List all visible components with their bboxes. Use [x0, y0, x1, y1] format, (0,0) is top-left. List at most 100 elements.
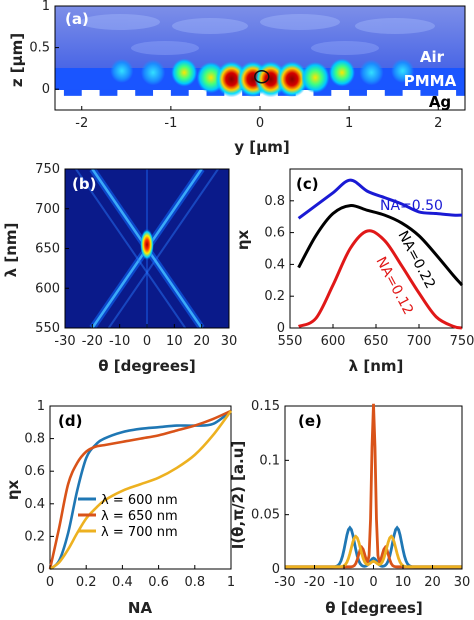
series-line-1	[297, 178, 463, 220]
grating-groove	[420, 89, 439, 96]
panel-d-ytick-label: 0.6	[24, 464, 45, 479]
panel-e-x-ticks: -30 -20 -10 0 10 20 30	[274, 565, 470, 590]
panel-d-ylabel: ηx	[4, 480, 22, 501]
panel-e-ytick-label: 0	[272, 562, 280, 577]
panel-b-ytick-label: 550	[35, 321, 60, 336]
series-line-2	[297, 204, 464, 287]
panel-b-xtick-label: 30	[221, 334, 238, 349]
panel-a-xtick-label: -1	[164, 116, 177, 131]
panel-b-ytick-label: 750	[35, 162, 60, 177]
panel-b-tag: (b)	[72, 175, 96, 193]
panel-a-xlabel: y [µm]	[234, 138, 289, 156]
panel-c-xtick-label: 600	[321, 334, 346, 349]
panel-b-xtick-label: 0	[143, 334, 151, 349]
field-hotspot	[140, 59, 166, 86]
panel-e-xtick-label: 10	[395, 575, 412, 590]
panel-e-xtick-label: 20	[424, 575, 441, 590]
panel-d-series	[48, 409, 233, 571]
legend-label-2: λ = 650 nm	[101, 509, 178, 524]
dispersion-band-secondary	[75, 169, 187, 328]
panel-b-ylabel: λ [nm]	[2, 223, 20, 278]
panel-a-ytick-label: 0.5	[29, 41, 50, 56]
dispersion-band-secondary	[107, 169, 219, 328]
field-hotspot	[276, 61, 309, 98]
panel-d: (d) λ = 600 nmλ = 650 nmλ = 700 nm 0 0.2 0…	[4, 399, 235, 617]
field-hotspot	[110, 58, 134, 83]
panel-d-xtick-label: 0.2	[76, 575, 97, 590]
panel-e-xtick-label: -30	[274, 575, 295, 590]
panel-a-xtick-label: 0	[256, 116, 264, 131]
panel-d-legend: λ = 600 nmλ = 650 nmλ = 700 nm	[78, 493, 178, 540]
panel-a-ytick-label: 1	[42, 0, 50, 14]
panel-a-tag: (a)	[65, 10, 89, 28]
panel-d-ytick-label: 0.4	[24, 497, 45, 512]
panel-d-ytick-label: 1	[37, 399, 45, 414]
panel-c-xtick-label: 650	[364, 334, 389, 349]
panel-a-xtick-label: 2	[434, 116, 442, 131]
panel-c-series	[297, 178, 464, 330]
panel-e-ytick-label: 0.1	[259, 453, 280, 468]
panel-c-frame	[289, 168, 463, 329]
panel-d-xtick-label: 0.4	[112, 575, 133, 590]
panel-e-ytick-label: 0.05	[251, 508, 280, 523]
field-hotspot	[391, 58, 415, 83]
panel-b-y-ticks: 550 600 650 700 750	[35, 162, 69, 336]
panel-d-xtick-label: 0	[46, 575, 54, 590]
series-line-3	[297, 229, 463, 330]
panel-e-y-ticks: 0 0.05 0.1 0.15	[251, 399, 289, 577]
panel-d-ytick-label: 0	[37, 562, 45, 577]
panel-c-ytick-label: 0.6	[264, 226, 285, 241]
field-hotspot	[301, 61, 330, 94]
series-line-3	[49, 410, 233, 571]
panel-b-ytick-label: 700	[35, 202, 60, 217]
panel-d-xtick-label: 0.8	[184, 575, 205, 590]
panel-b-ytick-label: 650	[35, 242, 60, 257]
grating-groove	[313, 89, 332, 96]
panel-b-xtick-label: 10	[166, 334, 183, 349]
grating-groove	[456, 89, 465, 96]
panel-a-ytick-label: 0	[42, 82, 50, 97]
panel-c-xtick-label: 550	[278, 334, 303, 349]
panel-b: (b) -30 -20 -10 0 10 20 30 550 600 650 700 750 θ […	[2, 162, 237, 375]
panel-c-tag: (c)	[296, 175, 319, 193]
grating-groove	[170, 89, 189, 96]
panel-e-ylabel: I(θ,π/2) [a.u]	[229, 441, 247, 550]
panel-c-ytick-label: 0.4	[264, 257, 285, 272]
grating-groove	[63, 89, 82, 96]
panel-d-xtick-label: 0.6	[148, 575, 169, 590]
panel-e-xtick-label: 30	[454, 575, 471, 590]
panel-a-ylabel: z [µm]	[8, 33, 26, 87]
panel-c-label-na050: NA=0.50	[380, 198, 443, 214]
panel-c: (c) NA=0.50 NA=0.22 NA=0.12 550 600 650 700…	[234, 168, 474, 375]
panel-e: (e) -30 -20 -10 0 10 20 30 0 0.05 0.1 0.15 θ [deg…	[229, 399, 470, 617]
grating-groove	[99, 89, 118, 96]
panel-d-xtick-label: 1	[227, 575, 235, 590]
panel-d-x-ticks: 0 0.2 0.4 0.6 0.8 1	[46, 565, 235, 590]
panel-a: (a) Air PMMA Ag -2 -1 0 1 2 00.51 y [µm] z […	[8, 0, 466, 156]
panel-d-xlabel: NA	[128, 599, 153, 617]
panel-c-xlabel: λ [nm]	[349, 357, 404, 375]
panel-a-x-ticks: -2 -1 0 1 2	[75, 106, 442, 131]
panel-b-x-ticks: -30 -20 -10 0 10 20 30	[54, 324, 237, 349]
panel-d-y-ticks: 0 0.2 0.4 0.6 0.8 1	[24, 399, 54, 577]
emitter-marker	[254, 69, 270, 84]
panel-a-xtick-label: 1	[345, 116, 353, 131]
panel-b-xtick-label: 20	[193, 334, 210, 349]
panel-b-xlabel: θ [degrees]	[98, 357, 196, 375]
panel-b-peak	[140, 228, 154, 261]
panel-d-frame	[49, 405, 232, 570]
grating-groove	[135, 89, 154, 96]
panel-d-ytick-label: 0.2	[24, 529, 45, 544]
panel-e-xtick-label: -20	[304, 575, 325, 590]
legend-label-1: λ = 600 nm	[101, 493, 178, 508]
panel-a-field-hotspots	[110, 58, 415, 98]
panel-c-ytick-label: 0	[277, 321, 285, 336]
panel-e-ytick-label: 0.15	[251, 399, 280, 414]
panel-d-tag: (d)	[58, 412, 82, 430]
panel-c-ytick-label: 0.2	[264, 289, 285, 304]
legend-label-3: λ = 700 nm	[101, 525, 178, 540]
field-hotspot	[171, 58, 198, 87]
panel-a-air-waves	[80, 14, 435, 55]
panel-a-y-ticks: 00.51	[29, 0, 59, 97]
